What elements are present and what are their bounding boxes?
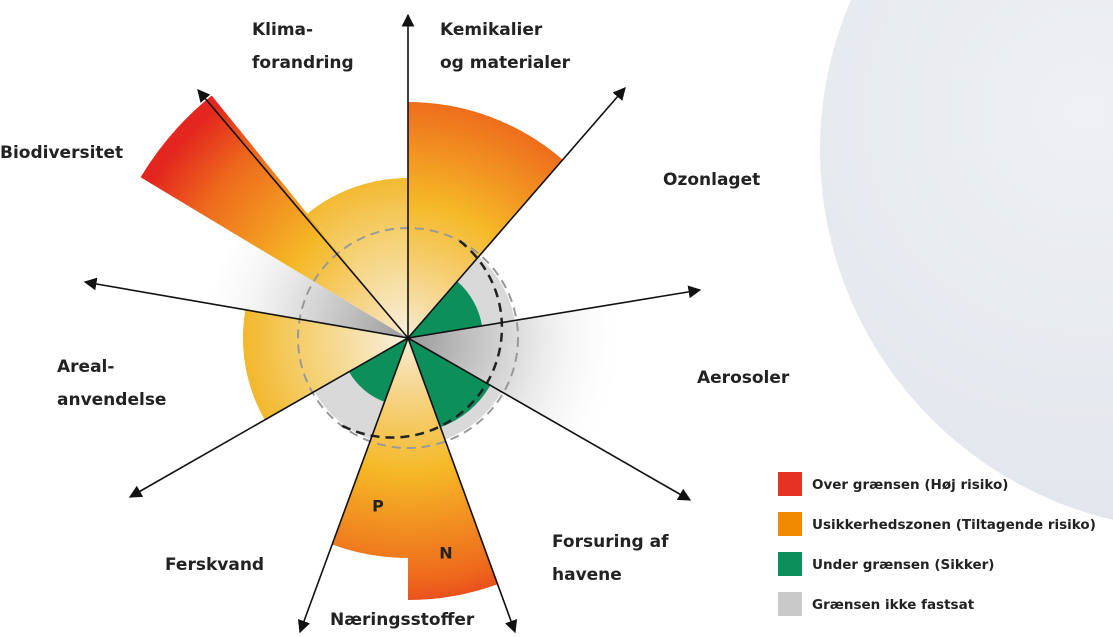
axis-label: anvendelse (57, 390, 166, 410)
axis-label: Ferskvand (165, 555, 264, 575)
axis-label: Kemikalier (440, 20, 543, 40)
axis-label: forandring (252, 53, 354, 73)
axis-label: Næringsstoffer (330, 610, 475, 630)
globe (820, 0, 1113, 530)
legend-swatch (778, 472, 802, 496)
legend-label: Grænsen ikke fastsat (812, 597, 975, 613)
axis-label: havene (552, 565, 622, 585)
marker-label: N (439, 544, 452, 563)
marker-label: P (372, 497, 384, 516)
axis-label: Klima- (252, 20, 313, 40)
legend-label: Usikkerhedszonen (Tiltagende risiko) (812, 517, 1096, 533)
legend-swatch (778, 512, 802, 536)
axis-label: Biodiversitet (0, 143, 123, 163)
legend-label: Under grænsen (Sikker) (812, 557, 994, 573)
axis-label: Forsuring af (552, 532, 669, 552)
axis-label: og materialer (440, 53, 571, 73)
axis-label: Areal- (57, 357, 114, 377)
axis-label: Ozonlaget (663, 170, 760, 190)
legend-swatch (778, 592, 802, 616)
diagram: Klima-forandring Kemikalier og materialer B… (0, 0, 1113, 637)
legend-label: Over grænsen (Høj risiko) (812, 477, 1008, 493)
axis-label: Aerosoler (697, 368, 790, 388)
legend-swatch (778, 552, 802, 576)
